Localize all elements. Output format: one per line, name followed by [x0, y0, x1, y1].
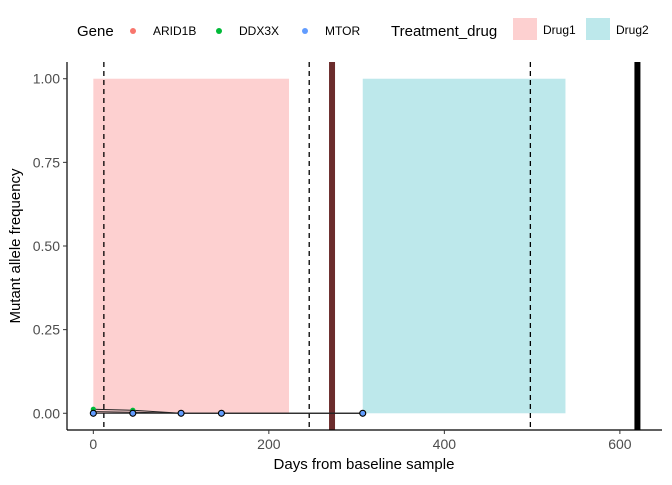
y-tick-label: 0.25: [33, 322, 60, 338]
x-tick-label: 600: [608, 436, 632, 452]
point-mtor: [178, 410, 184, 416]
sample-marker: [217, 409, 226, 417]
sample-marker: [177, 409, 185, 417]
x-tick-label: 400: [433, 436, 457, 452]
treatment-legend-label-drug2: Drug2: [616, 23, 649, 37]
point-mtor: [90, 410, 96, 416]
sample-marker: [89, 409, 97, 417]
treatment-legend: Treatment_drug Drug1 Drug2: [391, 18, 649, 40]
point-mtor: [218, 410, 225, 416]
y-tick-label: 0.50: [33, 238, 60, 254]
gene-legend-title: Gene: [77, 23, 114, 40]
gene-legend: Gene ARID1B DDX3X MTOR: [77, 23, 360, 40]
sample-marker: [129, 409, 137, 417]
treatment-period-layer: [93, 78, 566, 414]
gene-legend-label-arid1b: ARID1B: [153, 24, 196, 38]
treatment-legend-key-drug1: [513, 18, 537, 40]
treatment-legend-title: Treatment_drug: [391, 23, 497, 40]
gene-legend-label-mtor: MTOR: [325, 24, 360, 38]
gene-legend-key-ddx3x: [216, 28, 222, 34]
series-layer: [89, 406, 367, 417]
gene-legend-key-mtor: [302, 28, 308, 34]
gene-legend-key-arid1b: [130, 28, 136, 34]
point-mtor: [130, 410, 136, 416]
treatment-period-drug2: [362, 78, 566, 414]
x-tick-label: 200: [257, 436, 281, 452]
point-mtor: [360, 410, 366, 416]
reference-line-layer: [103, 62, 641, 430]
treatment-period-drug1: [93, 78, 290, 414]
gene-legend-label-ddx3x: DDX3X: [239, 24, 279, 38]
y-axis-title: Mutant allele frequency: [7, 168, 24, 324]
y-tick-label: 1.00: [33, 71, 60, 87]
x-axis-title: Days from baseline sample: [274, 456, 455, 473]
treatment-legend-label-drug1: Drug1: [543, 23, 576, 37]
sample-marker: [359, 409, 367, 417]
x-tick-label: 0: [89, 436, 97, 452]
y-tick-label: 0.75: [33, 154, 60, 170]
y-tick-label: 0.00: [33, 405, 60, 421]
treatment-legend-key-drug2: [586, 18, 610, 40]
axes: 0 200 400 600 0.00 0.25 0.50 0.75 1.00: [33, 62, 662, 452]
